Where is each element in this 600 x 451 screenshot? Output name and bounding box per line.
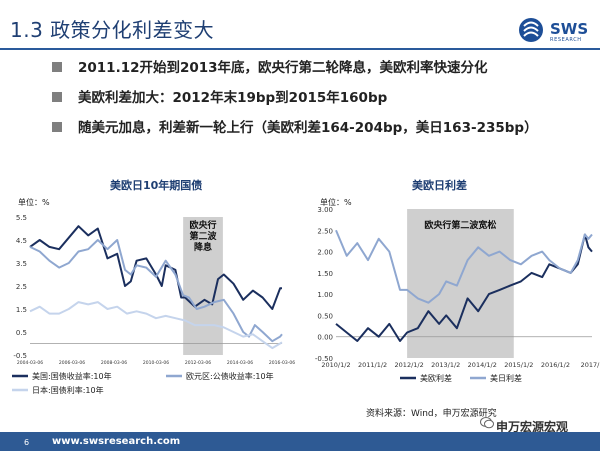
y-tick-label: 1.50 xyxy=(317,270,333,278)
x-tick-label: 2017/1 xyxy=(581,361,600,369)
y-tick-label: 5.5 xyxy=(16,214,27,222)
logo-subtext: RESEARCH xyxy=(550,37,582,43)
y-tick-label: 2.50 xyxy=(317,227,333,235)
shaded-period-label: 欧央行 xyxy=(189,219,216,231)
x-tick-label: 2006-03-06 xyxy=(59,360,85,366)
y-tick-label: 2.5 xyxy=(16,283,27,291)
watermark-text: 申万宏源宏观 xyxy=(496,420,569,434)
sws-logo xyxy=(519,18,543,42)
x-tick-label: 2013/1/2 xyxy=(431,361,460,369)
bullet-text: 2011.12开始到2013年底，欧央行第二轮降息，美欧利率快速分化 xyxy=(78,60,488,76)
footer-url-link[interactable]: www.swsresearch.com xyxy=(52,436,181,447)
shaded-period-label: 降息 xyxy=(194,241,212,253)
chart-title-right: 美欧日利差 xyxy=(412,179,467,192)
x-tick-label: 2016-03-06 xyxy=(269,360,295,366)
x-tick-label: 2008-03-06 xyxy=(101,360,127,366)
bullet-square-icon xyxy=(52,122,62,132)
footer-bar xyxy=(0,432,600,451)
chart-title-left: 美欧日10年期国债 xyxy=(110,179,203,192)
y-tick-label: 1.00 xyxy=(317,291,333,299)
series-line xyxy=(29,239,283,343)
y-tick-label: 3.00 xyxy=(317,206,333,214)
x-tick-label: 2010/1/2 xyxy=(321,361,350,369)
chart-unit-label: 单位：% xyxy=(320,197,352,207)
series-line xyxy=(335,229,593,304)
shaded-period-label: 欧央行第二波宽松 xyxy=(424,219,496,231)
chart-unit-label: 单位：% xyxy=(18,197,50,207)
page-number: 6 xyxy=(24,438,30,447)
y-tick-label: 2.00 xyxy=(317,249,333,257)
bullet-square-icon xyxy=(52,92,62,102)
y-tick-label: 1.5 xyxy=(16,306,27,314)
bullet-item: 美欧利差加大：2012年末19bp到2015年160bp xyxy=(52,86,387,106)
bullet-text: 美欧利差加大：2012年末19bp到2015年160bp xyxy=(78,90,388,106)
x-tick-label: 2014-03-06 xyxy=(227,360,253,366)
legend-label: 美国:国债收益率:10年 xyxy=(32,371,112,381)
spread-chart: 单位：% 欧央行第二波宽松 3.00 2.50 2.00 1.50 1.00 0.50 0.00… xyxy=(315,197,600,383)
y-tick-label: -0.50 xyxy=(315,355,333,363)
logo-text: SWS xyxy=(550,20,589,38)
x-tick-label: 2011/1/2 xyxy=(358,361,387,369)
y-tick-label: 0.50 xyxy=(317,312,333,320)
y-tick-label: 3.5 xyxy=(16,260,27,268)
series-line xyxy=(29,225,282,310)
x-tick-label: 2012-03-06 xyxy=(185,360,211,366)
x-tick-label: 2010-03-06 xyxy=(143,360,169,366)
legend-label: 欧元区:公债收益率:10年 xyxy=(186,371,274,381)
legend-label: 日本:国债利率:10年 xyxy=(32,385,104,395)
x-tick-label: 2004-03-06 xyxy=(17,360,43,366)
shaded-period-label: 第二波 xyxy=(189,230,217,242)
y-tick-label: 0.00 xyxy=(317,334,333,342)
source-note: 资料来源：Wind，申万宏源研究 xyxy=(366,409,497,419)
legend-label: 美欧利差 xyxy=(420,373,452,383)
page-title: 1.3 政策分化利差变大 xyxy=(10,18,215,42)
x-tick-label: 2014/1/2 xyxy=(468,361,497,369)
wechat-icon xyxy=(480,417,494,429)
y-tick-label: -0.5 xyxy=(13,352,27,360)
bullet-item: 2011.12开始到2013年底，欧央行第二轮降息，美欧利率快速分化 xyxy=(52,56,488,76)
legend-label: 美日利差 xyxy=(490,373,522,383)
x-tick-label: 2016/1/2 xyxy=(541,361,570,369)
bullet-square-icon xyxy=(52,62,62,72)
x-tick-label: 2015/1/2 xyxy=(504,361,533,369)
x-tick-label: 2012/1/2 xyxy=(395,361,424,369)
y-tick-label: 0.5 xyxy=(16,329,27,337)
series-line xyxy=(29,301,283,350)
bullet-item: 随美元加息，利差新一轮上行（美欧利差164-204bp，美日163-235bp） xyxy=(52,116,538,136)
bullet-text: 随美元加息，利差新一轮上行（美欧利差164-204bp，美日163-235bp） xyxy=(78,120,538,136)
shaded-period xyxy=(407,209,514,358)
title-divider xyxy=(0,48,600,50)
y-tick-label: 4.5 xyxy=(16,237,27,245)
